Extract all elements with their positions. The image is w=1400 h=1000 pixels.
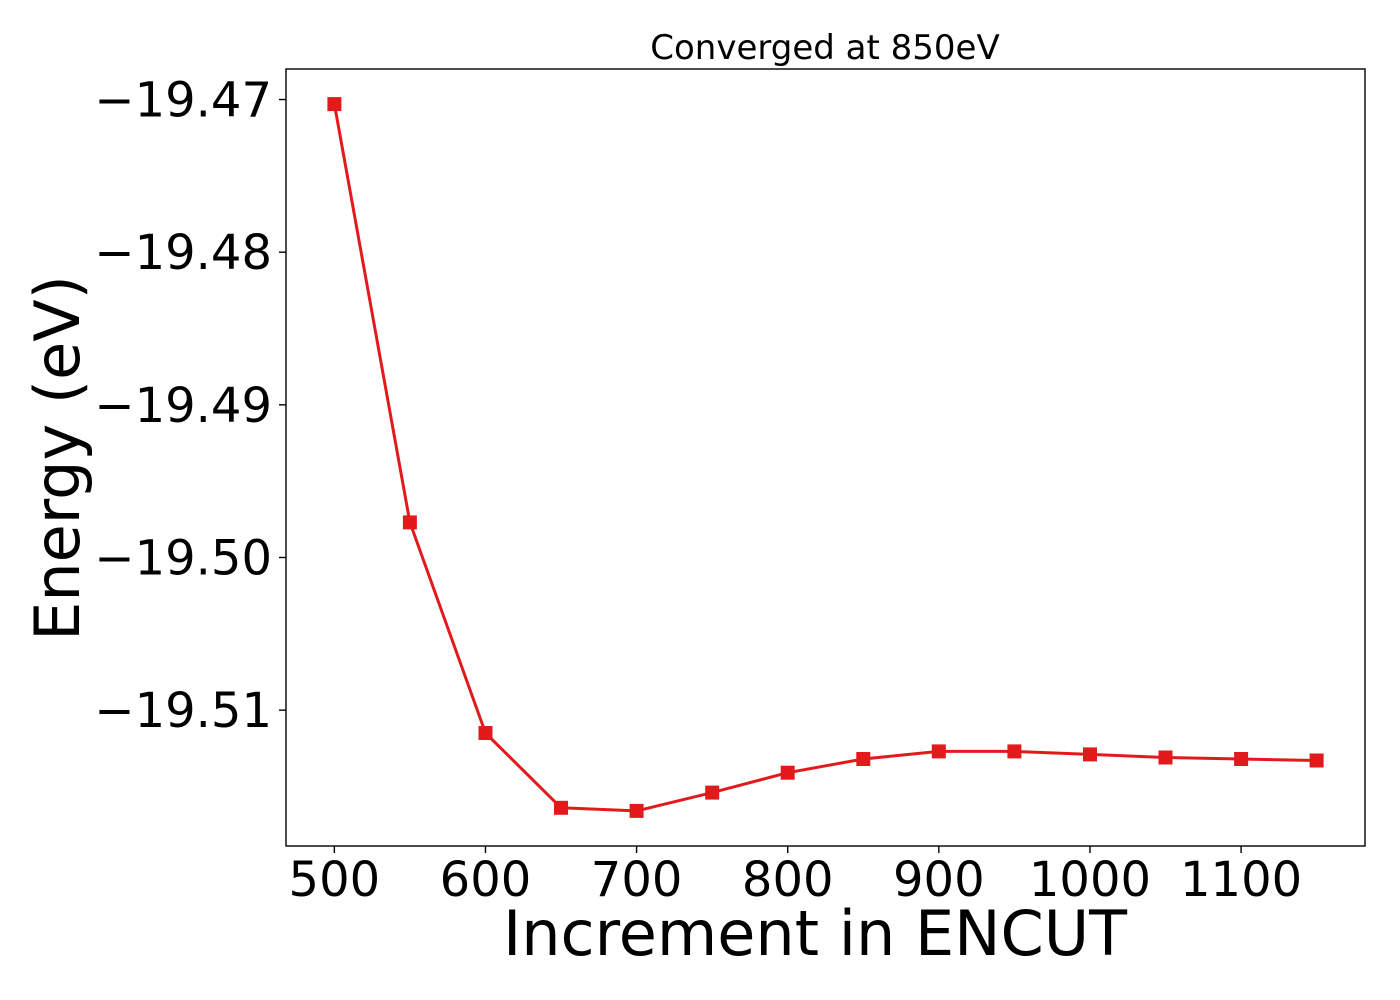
data-point-marker <box>1007 744 1022 759</box>
x-tick-label: 600 <box>440 852 532 908</box>
x-axis-label: Increment in ENCUT <box>503 897 1128 970</box>
data-point-marker <box>780 765 795 780</box>
y-tick-label: −19.49 <box>94 378 272 434</box>
energy-series-line <box>332 103 1317 813</box>
y-tick-label: −19.50 <box>94 530 272 586</box>
data-point-marker <box>478 726 493 740</box>
data-point-marker <box>1083 747 1097 762</box>
data-point-marker <box>327 97 342 112</box>
data-point-marker <box>1234 752 1249 766</box>
x-axis-ticks: 500 600 700 800 900 1000 1100 <box>289 846 1302 908</box>
data-point-marker <box>554 800 568 815</box>
plot-area-frame <box>285 68 1366 847</box>
chart-title: Converged at 850eV <box>650 28 999 68</box>
x-tick-label: 900 <box>893 852 985 908</box>
x-tick-label: 1000 <box>1029 852 1151 908</box>
y-tick-label: −19.47 <box>94 73 272 129</box>
data-point-marker <box>1309 753 1324 768</box>
y-tick-label: −19.51 <box>94 683 272 739</box>
y-axis-ticks: −19.47 −19.48 −19.49 −19.50 −19.51 <box>94 73 286 739</box>
x-tick-label: 700 <box>591 852 683 908</box>
y-axis-label: Energy (eV) <box>21 275 94 641</box>
energy-series-markers <box>327 97 1324 818</box>
data-point-marker <box>402 515 417 530</box>
x-tick-label: 800 <box>742 852 834 908</box>
data-point-marker <box>705 785 720 800</box>
data-point-marker <box>1158 750 1173 765</box>
y-tick-label: −19.48 <box>94 225 272 281</box>
data-point-marker <box>629 803 644 818</box>
data-point-marker <box>931 744 946 759</box>
x-tick-label: 500 <box>289 852 381 908</box>
data-point-marker <box>856 752 871 766</box>
x-tick-label: 1100 <box>1180 852 1302 908</box>
